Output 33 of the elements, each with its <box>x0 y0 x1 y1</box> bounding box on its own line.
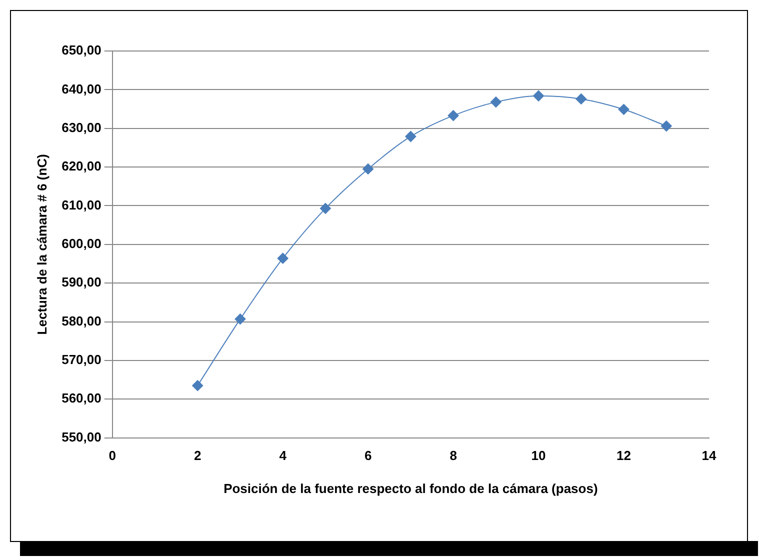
y-tick-label: 610,00 <box>62 197 102 212</box>
y-tick-label: 590,00 <box>62 274 102 290</box>
x-tick-label: 14 <box>702 448 717 464</box>
y-tick-label: 630,00 <box>62 120 102 135</box>
x-tick-label: 0 <box>108 448 116 464</box>
x-tick-label: 6 <box>364 448 372 464</box>
y-tick-label: 580,00 <box>62 313 102 328</box>
y-tick-label: 640,00 <box>62 81 102 96</box>
point <box>362 163 374 174</box>
point <box>448 110 459 122</box>
y-tick-label: 650,00 <box>62 42 102 58</box>
y-tick-label: 600,00 <box>62 236 102 251</box>
x-tick-label: 10 <box>531 448 546 464</box>
point <box>576 93 587 104</box>
y-tick-label: 560,00 <box>62 390 102 406</box>
point <box>490 96 502 108</box>
point <box>277 252 288 264</box>
point <box>660 120 672 132</box>
y-axis-title: Lectura de la cámara # 6 (nC) <box>34 154 50 335</box>
point <box>192 380 204 392</box>
y-tick-label: 550,00 <box>62 429 102 444</box>
x-tick-label: 4 <box>279 448 288 464</box>
y-tick-label: 570,00 <box>62 352 102 368</box>
x-tick-label: 8 <box>450 448 457 464</box>
x-axis-title: Posición de la fuente respecto al fondo de la cámara (pasos) <box>224 480 598 496</box>
x-tick-label: 2 <box>194 448 202 464</box>
point <box>405 130 416 142</box>
y-tick-label: 620,00 <box>62 158 102 174</box>
point <box>320 202 331 214</box>
point <box>533 90 544 102</box>
x-tick-label: 12 <box>616 448 631 464</box>
point <box>618 104 630 115</box>
point <box>234 314 246 325</box>
